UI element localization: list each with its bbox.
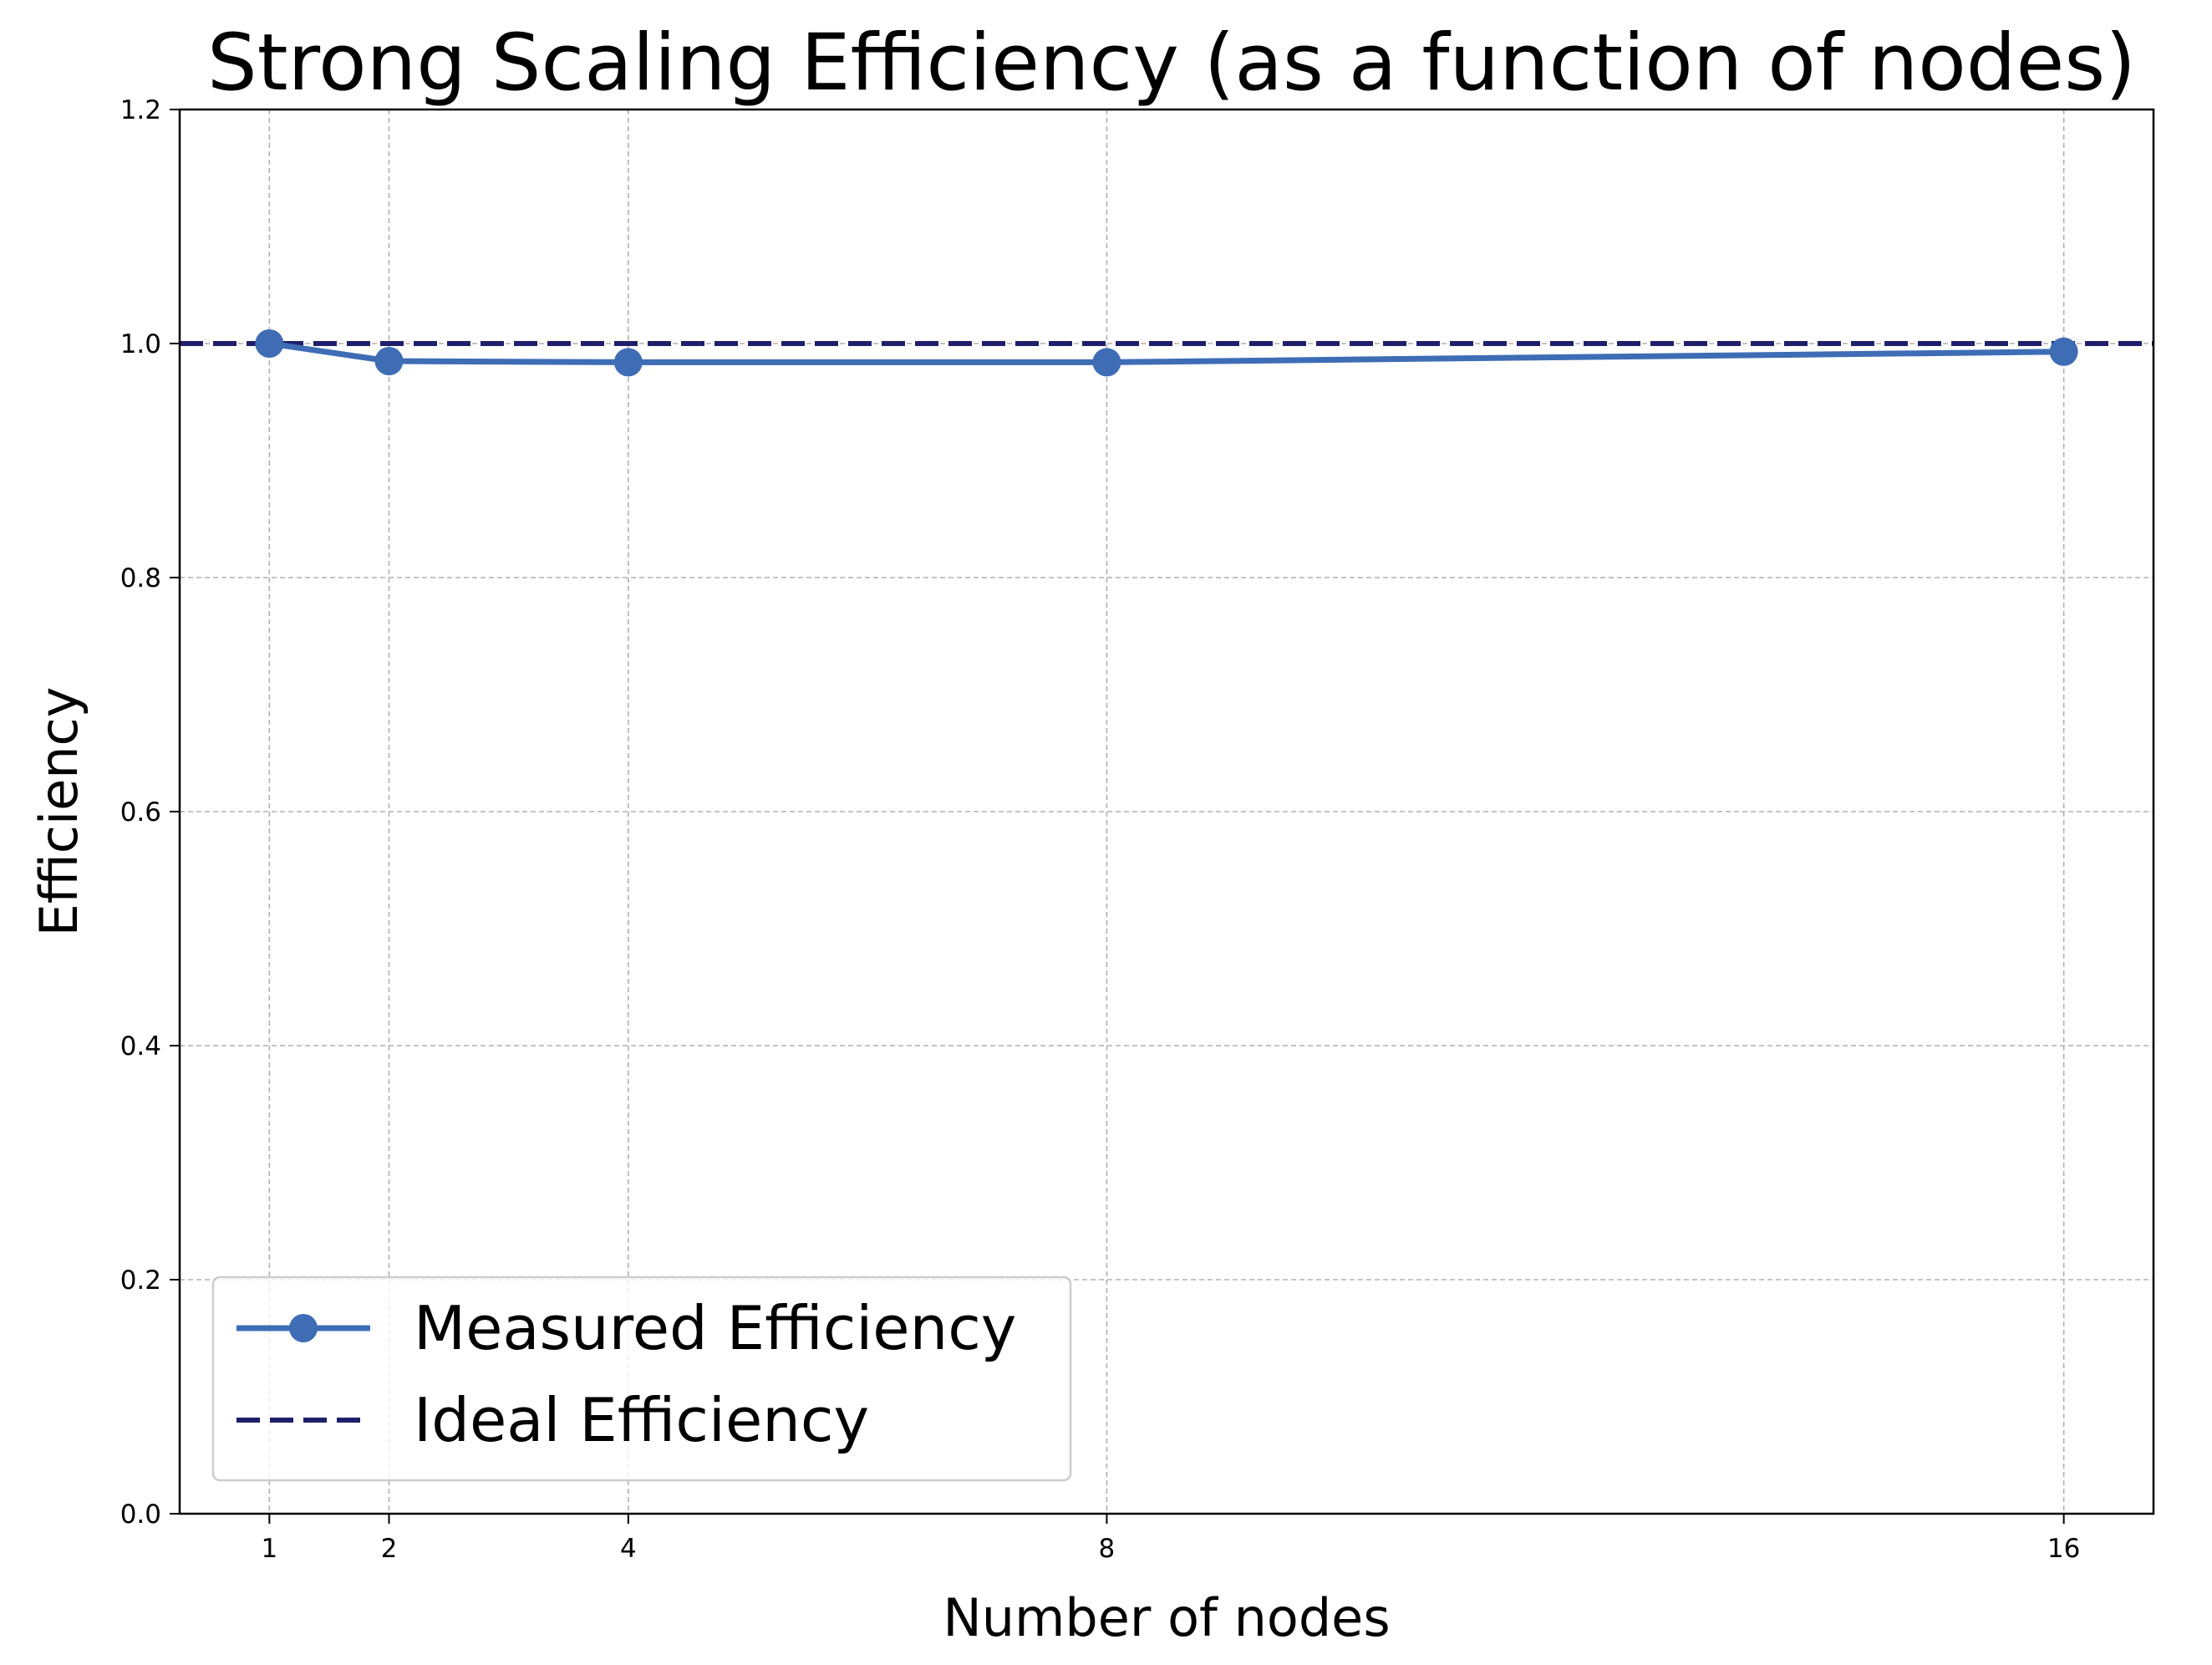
x-tick-label: 16 — [2047, 1534, 2080, 1564]
measured-efficiency-point — [613, 348, 643, 377]
chart-title: Strong Scaling Efficiency (as a function… — [207, 18, 2136, 109]
y-axis-ticks: 0.0 0.2 0.4 0.6 0.8 1.0 1.2 — [120, 95, 180, 1530]
y-tick-label: 0.6 — [120, 797, 161, 827]
legend-measured-marker-icon — [289, 1314, 318, 1342]
legend: Measured Efficiency Ideal Efficiency — [211, 1275, 1072, 1482]
y-tick-label: 0.4 — [120, 1031, 161, 1062]
x-tick-label: 1 — [261, 1534, 277, 1564]
y-tick-label: 0.8 — [120, 563, 161, 593]
legend-box — [211, 1275, 1072, 1482]
measured-efficiency-series — [255, 329, 2078, 377]
x-tick-label: 4 — [620, 1534, 637, 1564]
measured-efficiency-point — [374, 347, 404, 375]
x-tick-label: 2 — [381, 1534, 398, 1564]
y-tick-label: 1.0 — [120, 329, 161, 359]
y-axis-label: Efficiency — [28, 687, 89, 937]
y-tick-label: 1.2 — [120, 95, 161, 125]
y-tick-label: 0.2 — [120, 1265, 161, 1296]
x-axis-label: Number of nodes — [943, 1587, 1390, 1648]
measured-efficiency-point — [2049, 337, 2078, 366]
legend-ideal-label: Ideal Efficiency — [414, 1385, 869, 1455]
x-axis-ticks: 1 2 4 8 16 — [261, 1514, 2080, 1564]
y-tick-label: 0.0 — [120, 1500, 161, 1530]
legend-measured-label: Measured Efficiency — [414, 1293, 1016, 1363]
measured-efficiency-point — [255, 329, 284, 358]
x-tick-label: 8 — [1099, 1534, 1116, 1564]
measured-efficiency-point — [1092, 348, 1121, 377]
